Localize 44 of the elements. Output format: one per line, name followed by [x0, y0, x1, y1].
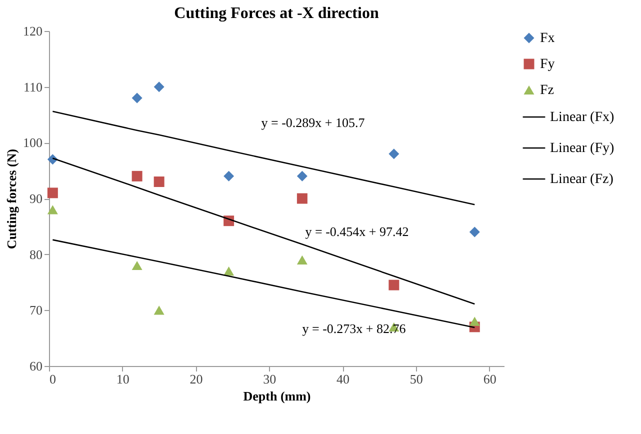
point	[132, 260, 142, 270]
x-tick-label: 50	[410, 372, 423, 386]
x-tick-label: 0	[50, 372, 56, 386]
x-axis-title: Depth (mm)	[243, 388, 311, 404]
legend-label: Fy	[540, 57, 555, 72]
x-tick-label: 20	[190, 372, 203, 386]
point	[154, 82, 164, 92]
y-tick-label: 70	[30, 302, 42, 318]
point	[47, 188, 58, 198]
point	[47, 205, 58, 214]
y-tick-label: 110	[23, 79, 42, 94]
point	[132, 92, 142, 104]
legend-label: Fx	[540, 31, 555, 46]
point	[132, 170, 142, 182]
point	[154, 176, 164, 187]
point	[224, 170, 234, 182]
x-tick-label: 60	[483, 372, 496, 386]
point	[469, 316, 480, 326]
annotation: y = -0.454x + 97.42	[305, 224, 409, 239]
legend-label: Fz	[540, 83, 554, 98]
legend-label: Linear (Fx)	[550, 110, 614, 125]
y-tick-label: 100	[23, 135, 42, 150]
legend-label: Linear (Fy)	[550, 141, 614, 156]
x-tick-label: 10	[116, 372, 130, 386]
point	[296, 170, 308, 182]
y-tick-label: 120	[23, 24, 42, 38]
x-tick-label: 40	[336, 372, 350, 386]
y-axis-title: Cutting forces (N)	[4, 148, 19, 250]
x-tick-label: 30	[263, 372, 276, 386]
y-tick-label: 80	[30, 246, 42, 262]
y-tick-label: 60	[30, 358, 42, 374]
annotation: y = -0.289x + 105.7	[261, 115, 366, 130]
y-tick-label: 90	[30, 191, 42, 206]
legend-label: Linear (Fz)	[550, 172, 614, 187]
point	[296, 255, 308, 264]
point	[388, 280, 400, 290]
point	[388, 148, 400, 160]
point	[296, 193, 308, 204]
annotation: y = -0.273x + 82.76	[302, 321, 406, 336]
line-series	[52, 110, 476, 206]
point	[154, 306, 164, 315]
chart-title: Cutting Forces at -X direction	[174, 5, 379, 22]
point	[469, 226, 480, 238]
point	[224, 266, 234, 276]
